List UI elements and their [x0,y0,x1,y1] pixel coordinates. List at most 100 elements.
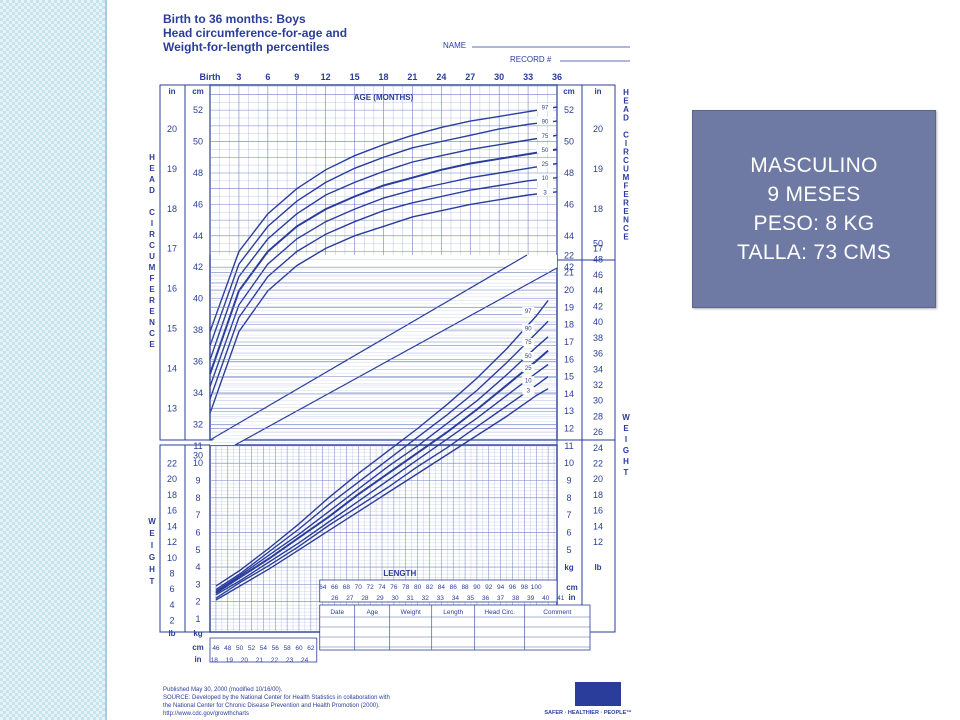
weight-grid-frame [209,444,558,633]
length-in-tick-label: 26 [331,595,339,602]
age-tick-label: 30 [494,72,504,82]
cdc-logo-text: CDC [582,687,616,704]
weight-vertical-label-left: H [149,565,155,574]
head-percentile-label: 97 [542,105,549,111]
patient-age: 9 MESES [767,183,861,206]
footer-line: Published May 30, 2000 (modified 10/16/0… [163,687,283,693]
head-cm-tick-right: 52 [564,105,574,115]
head-vertical-label-right: C [623,156,629,165]
length-cm-tick-label: 92 [485,584,493,591]
wfl-kg-tick-label: 1 [195,614,200,624]
chart-title-line: Birth to 36 months: Boys [163,12,306,26]
chart-separator-band [210,255,557,445]
length-cm-tick-lower: 56 [272,645,280,652]
wfl-kg-tick-label: 7 [195,510,200,520]
wfl-kg-tick-right: 21 [564,268,574,278]
wfl-kg-tick-label: 11 [193,441,202,451]
head-cm-tick-right: 50 [564,137,574,147]
wfl-lb-tick-right: 26 [593,427,603,437]
head-cm-tick-label: 40 [193,294,203,304]
length-in-tick-label: 30 [391,595,399,602]
decorative-side-strip [0,0,105,720]
wfl-lb-tick-label: 2 [169,616,174,626]
weight-vertical-label-right: I [625,435,627,444]
head-vertical-label-left: N [149,318,155,327]
wfl-percentile-label: 50 [525,354,532,360]
head-percentile-curve [209,177,558,400]
record-table-header: Weight [401,609,421,616]
record-table-header: Length [443,609,463,616]
head-vertical-label-left: E [149,164,155,173]
length-cm-unit-lower: cm [192,643,204,652]
wfl-lb-tick-right: 20 [593,474,603,484]
head-in-tick-label: 14 [167,363,177,373]
wfl-kg-tick-right: 19 [564,302,574,312]
head-cm-tick-right: 42 [564,262,574,272]
wfl-kg-unit-right: kg [564,563,573,572]
head-cm-unit-right: cm [563,87,575,96]
head-vertical-label-right: R [623,148,629,157]
separator-edge-top [209,254,528,441]
wfl-kg-tick-right: 13 [564,406,574,416]
length-in-tick-label: 27 [346,595,354,602]
head-in-tick-label: 20 [167,124,177,134]
wfl-lb-tick-label: 22 [167,459,177,469]
wfl-lb-tick-right: 44 [593,286,603,296]
head-vertical-label-right: E [623,190,629,199]
head-vertical-label-right: N [623,216,629,225]
length-cm-tick-lower: 50 [236,645,244,652]
length-in-tick-label: 28 [361,595,369,602]
record-table-header: Age [366,609,378,616]
head-vertical-label-left: I [151,219,153,228]
length-cm-tick-label: 72 [367,584,375,591]
length-cm-tick-label: 84 [438,584,446,591]
head-vertical-label-left: A [149,175,155,184]
patient-info-box: MASCULINO 9 MESES PESO: 8 KG TALLA: 73 C… [692,110,936,308]
wfl-percentile-curve [215,349,549,594]
head-percentile-curve [209,191,558,414]
wfl-kg-tick-right: 20 [564,285,574,295]
length-cm-tick-label: 76 [390,584,398,591]
head-vertical-label-right: E [623,97,629,106]
wfl-percentile-tag-bg [522,324,535,333]
cdc-tagline: SAFER · HEALTHIER · PEOPLE™ [544,710,631,716]
wfl-percentile-curve [215,299,549,587]
wfl-percentile-label: 25 [525,366,532,372]
wfl-kg-tick-right: 9 [566,475,571,485]
head-in-unit-right: in [594,87,601,96]
side-strip-edge [105,0,107,720]
wfl-lb-tick-label: 4 [169,600,174,610]
age-tick-label: 12 [321,72,331,82]
chart-title-line: Weight-for-length percentiles [163,40,330,54]
length-in-tick-lower: 20 [241,657,249,664]
head-percentile-label: 25 [542,162,549,168]
head-vertical-label-left: C [149,241,155,250]
wfl-kg-tick-right: 7 [566,510,571,520]
head-vertical-label-right: A [623,105,629,114]
head-cm-tick-right: 48 [564,168,574,178]
length-cm-tick-label: 68 [343,584,351,591]
length-in-tick-lower: 23 [286,657,294,664]
head-cm-tick-label: 46 [193,199,203,209]
wfl-kg-tick-right: 8 [566,493,571,503]
record-table-header: Head Circ. [484,609,515,616]
head-in-tick-label: 15 [167,323,177,333]
wfl-lb-tick-right: 34 [593,364,603,374]
length-cm-tick-label: 90 [473,584,481,591]
head-vertical-label-right: R [623,199,629,208]
name-label: NAME [443,41,466,50]
wfl-lb-tick-right: 18 [593,490,603,500]
length-cm-tick-lower: 52 [248,645,256,652]
head-in-tick-label: 18 [167,204,177,214]
head-percentile-label: 75 [542,134,549,140]
wfl-percentile-tag-bg [522,376,535,385]
head-cm-tick-right: 46 [564,199,574,209]
age-tick-label: 18 [378,72,388,82]
head-in-tick-right: 19 [593,164,603,174]
weight-vertical-label-left: G [149,553,155,562]
head-cm-tick-label: 52 [193,105,203,115]
length-cm-tick-lower: 60 [295,645,303,652]
cdc-logo [575,682,621,706]
weight-vertical-label-left: I [151,541,153,550]
